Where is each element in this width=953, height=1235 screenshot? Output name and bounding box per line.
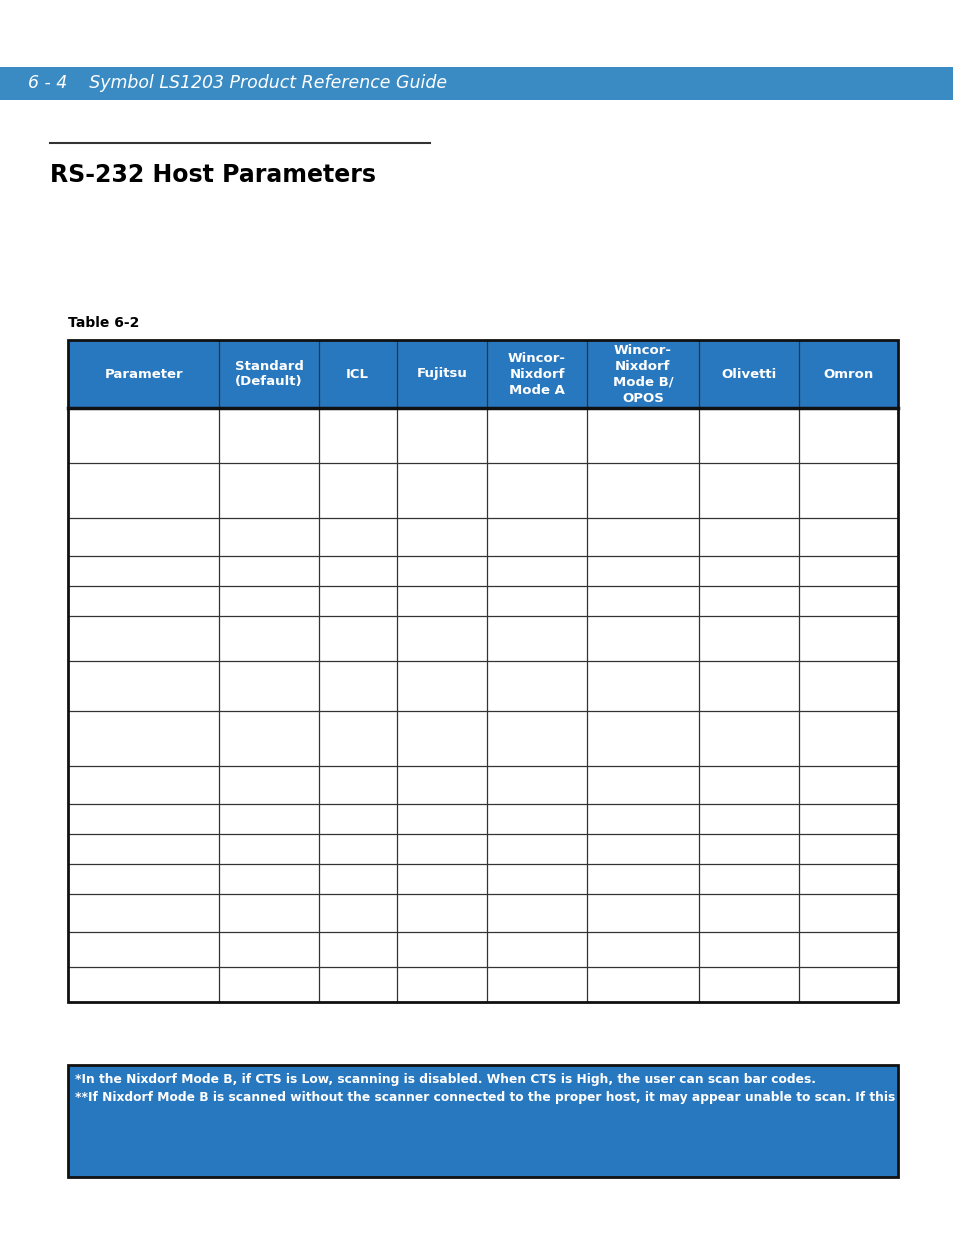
Bar bbox=[68, 556, 897, 585]
Text: 6 - 4    Symbol LS1203 Product Reference Guide: 6 - 4 Symbol LS1203 Product Reference Gu… bbox=[28, 74, 447, 93]
Bar bbox=[68, 1065, 897, 1177]
Bar bbox=[68, 340, 897, 408]
Bar bbox=[68, 340, 897, 1002]
Bar bbox=[68, 585, 897, 616]
Bar bbox=[68, 616, 897, 661]
Text: Wincor-
Nixdorf
Mode B/
OPOS: Wincor- Nixdorf Mode B/ OPOS bbox=[612, 343, 673, 405]
Bar bbox=[68, 463, 897, 517]
Bar bbox=[68, 517, 897, 556]
Bar bbox=[0, 67, 953, 100]
Bar bbox=[68, 766, 897, 804]
Bar bbox=[68, 661, 897, 711]
Bar bbox=[68, 864, 897, 894]
Text: Fujitsu: Fujitsu bbox=[416, 368, 467, 380]
Bar bbox=[68, 804, 897, 834]
Text: RS-232 Host Parameters: RS-232 Host Parameters bbox=[50, 163, 375, 186]
Text: ICL: ICL bbox=[346, 368, 369, 380]
Bar bbox=[68, 967, 897, 1002]
Text: Omron: Omron bbox=[822, 368, 873, 380]
Bar bbox=[68, 1065, 897, 1177]
Text: Olivetti: Olivetti bbox=[720, 368, 776, 380]
Text: Wincor-
Nixdorf
Mode A: Wincor- Nixdorf Mode A bbox=[508, 352, 565, 396]
Text: *In the Nixdorf Mode B, if CTS is Low, scanning is disabled. When CTS is High, t: *In the Nixdorf Mode B, if CTS is Low, s… bbox=[75, 1073, 953, 1104]
Text: Standard
(Default): Standard (Default) bbox=[234, 359, 303, 389]
Bar bbox=[68, 711, 897, 766]
Text: Table 6-2: Table 6-2 bbox=[68, 316, 139, 330]
Bar bbox=[68, 932, 897, 967]
Bar bbox=[68, 340, 897, 1002]
Text: Parameter: Parameter bbox=[104, 368, 183, 380]
Bar bbox=[68, 408, 897, 463]
Bar bbox=[68, 834, 897, 864]
Bar bbox=[68, 894, 897, 932]
